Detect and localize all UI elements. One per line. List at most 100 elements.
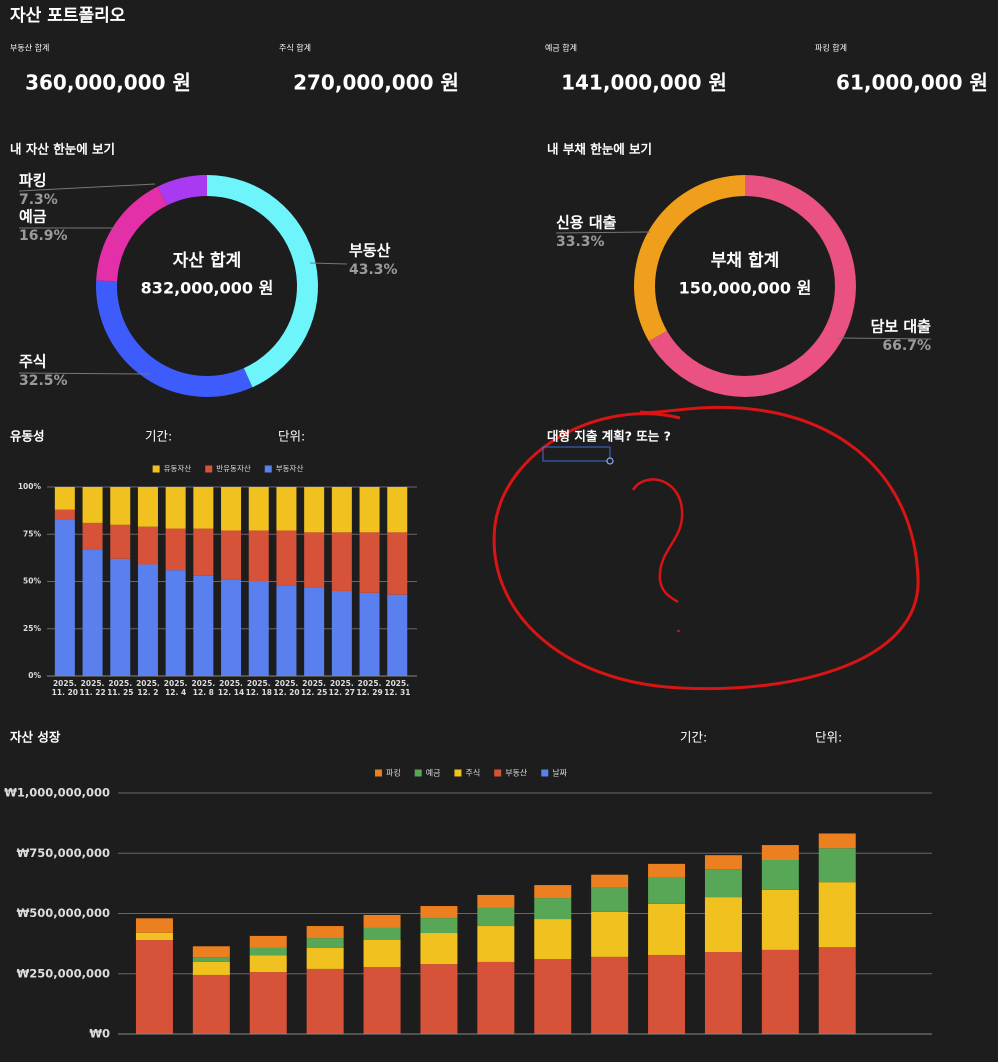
bar-segment (331, 532, 352, 591)
x-tick-label: 2025. 11. 20 (51, 679, 79, 697)
y-tick-label: 0% (28, 671, 41, 680)
bar-segment (248, 581, 269, 676)
x-tick-label: 2025. 12. 31 (384, 679, 411, 697)
x-tick-label: 2025. 12. 14 (217, 679, 245, 697)
summary-label: 파킹 합계 (815, 43, 847, 53)
legend-swatch (541, 769, 549, 777)
bar-segment (648, 863, 686, 878)
bar-segment (363, 967, 401, 1034)
unit-label: 단위: (815, 730, 842, 745)
legend-label: 날짜 (552, 768, 567, 778)
x-tick-label: 2025. 11. 22 (79, 679, 106, 697)
x-tick-label: 2025. 12. 29 (356, 679, 383, 697)
bar-segment (534, 959, 572, 1034)
bar-segment (82, 549, 103, 676)
x-tick-label: 2025. 12. 27 (328, 679, 356, 697)
annotation: 대형 지출 계획? 또는 ? (547, 429, 671, 444)
y-tick-label: ₩0 (89, 1027, 110, 1041)
bar-segment (591, 887, 629, 912)
legend-label: 예금 (426, 768, 441, 778)
bar-segment (306, 938, 344, 948)
bar-segment (110, 524, 131, 559)
bar-segment (761, 889, 799, 950)
doodle (492, 405, 920, 691)
page-title: 자산 포트폴리오 (10, 6, 126, 26)
slice-value: 16.9% (19, 228, 68, 244)
x-tick-label: 2025. 11. 25 (107, 679, 134, 697)
x-tick-label: 2025. 12. 2 (136, 679, 160, 697)
bar-segment (110, 558, 131, 676)
bar-segment (192, 974, 230, 1034)
legend-swatch (152, 465, 160, 473)
bar-segment (818, 848, 856, 883)
bar-segment (363, 940, 401, 968)
bar-segment (193, 487, 214, 529)
bar-segment (331, 487, 352, 533)
center-title: 자산 합계 (173, 250, 241, 271)
donut-slice (96, 280, 253, 397)
legend-label: 파킹 (386, 768, 401, 778)
legend-swatch (264, 465, 272, 473)
legend-label: 반유동자산 (216, 463, 251, 473)
bar-segment (534, 898, 572, 920)
bar-segment (306, 947, 344, 969)
doodle (631, 478, 684, 633)
slice-value: 33.3% (556, 234, 605, 250)
x-tick-label: 2025. 12. 18 (245, 679, 272, 697)
y-tick-label: ₩250,000,000 (17, 966, 110, 980)
bar-segment (192, 961, 230, 975)
selection-box (542, 446, 611, 462)
bar-segment (304, 532, 325, 588)
bar-segment (359, 532, 380, 593)
slice-label: 신용 대출 (556, 214, 617, 232)
bar-segment (135, 940, 173, 1034)
bar-segment (276, 585, 297, 676)
bar-segment (420, 918, 458, 934)
bar-segment (192, 946, 230, 958)
y-tick-label: ₩1,000,000,000 (4, 786, 110, 800)
summary-label: 예금 합계 (545, 43, 577, 53)
x-tick-label: 2025. 12. 4 (163, 679, 188, 697)
bar-segment (591, 956, 629, 1034)
bar-segment (276, 530, 297, 586)
y-tick-label: 50% (23, 577, 41, 586)
bar-segment (276, 487, 297, 531)
x-tick-label: 2025. 12. 20 (273, 679, 300, 697)
bar-segment (221, 579, 242, 676)
bar-segment (818, 833, 856, 849)
bar-segment (591, 911, 629, 957)
bar-segment (363, 914, 401, 928)
section-title: 자산 성장 (10, 730, 61, 745)
legend-swatch (205, 465, 213, 473)
bar-segment (248, 530, 269, 582)
section-title: 내 자산 한눈에 보기 (10, 142, 115, 157)
bar-segment (648, 954, 686, 1034)
section-title: 내 부채 한눈에 보기 (547, 142, 652, 157)
slice-label: 예금 (19, 208, 47, 226)
slice-label: 부동산 (349, 242, 391, 260)
bar-segment (304, 487, 325, 533)
bar-segment (165, 528, 186, 571)
section-title: 유동성 (10, 429, 45, 444)
bar-segment (387, 487, 408, 533)
leader-line (18, 183, 156, 192)
legend-label: 부동자산 (276, 463, 304, 473)
donut-slice (96, 186, 168, 282)
legend-label: 유동자산 (164, 463, 192, 473)
bar-segment (192, 957, 230, 962)
bar-segment (761, 845, 799, 860)
bar-segment (704, 952, 742, 1034)
bar-segment (818, 882, 856, 948)
bar-segment (165, 570, 186, 676)
bar-segment (704, 855, 742, 870)
bar-segment (54, 519, 75, 676)
bar-segment (54, 509, 75, 520)
y-tick-label: 100% (18, 482, 42, 491)
bar-segment (331, 590, 352, 676)
bar-segment (704, 897, 742, 953)
slice-value: 32.5% (19, 373, 68, 389)
slice-label: 파킹 (19, 172, 47, 190)
legend-swatch (494, 769, 502, 777)
y-tick-label: 25% (23, 624, 41, 633)
